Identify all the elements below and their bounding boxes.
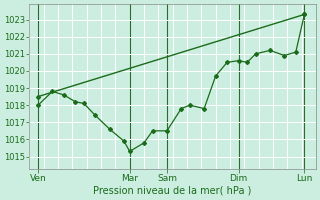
X-axis label: Pression niveau de la mer( hPa ): Pression niveau de la mer( hPa ) bbox=[93, 186, 252, 196]
